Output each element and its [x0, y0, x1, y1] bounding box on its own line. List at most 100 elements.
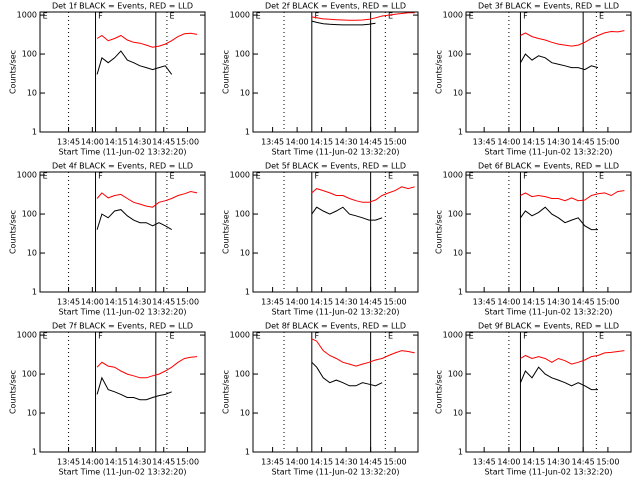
- x-tick-label: 14:15: [105, 298, 128, 307]
- x-tick-label: 14:00: [497, 298, 520, 307]
- x-axis-label: Start Time (11-Jun-02 13:32:20): [272, 308, 400, 317]
- panel: Det 9f BLACK = Events, RED = LLD Counts/s…: [435, 322, 632, 477]
- series-line: [96, 376, 172, 401]
- x-tick-label: 14:00: [286, 138, 309, 147]
- x-tick-label: 14:00: [81, 298, 104, 307]
- x-axis-label: Start Time (11-Jun-02 13:32:20): [485, 468, 613, 477]
- annotation: E: [469, 332, 474, 341]
- y-tick-label: 1000: [443, 331, 463, 340]
- y-tick-label: 10: [240, 249, 250, 258]
- x-tick-label: 13:45: [261, 298, 284, 307]
- x-axis-label: Start Time (11-Jun-02 13:32:20): [59, 148, 187, 157]
- plot-frame: [39, 11, 206, 133]
- x-tick-label: 13:45: [261, 458, 284, 467]
- x-tick-label: 14:15: [310, 138, 333, 147]
- y-axis-label: Counts/sec: [435, 210, 444, 254]
- y-tick-label: 10: [453, 249, 463, 258]
- x-tick-label: 14:15: [310, 458, 333, 467]
- x-axis-label: Start Time (11-Jun-02 13:32:20): [59, 468, 187, 477]
- x-tick-label: 14:15: [310, 298, 333, 307]
- plot-frame: [39, 171, 206, 293]
- series-line: [311, 186, 415, 203]
- x-tick-label: 14:45: [359, 458, 382, 467]
- y-tick-label: 10: [27, 409, 37, 418]
- x-tick-label: 14:45: [572, 298, 595, 307]
- series-line: [311, 12, 415, 21]
- x-tick-label: 15:00: [384, 298, 407, 307]
- series-line: [311, 206, 383, 221]
- plot-frame: [465, 331, 632, 453]
- series-line: [311, 20, 376, 26]
- y-tick-label: 10: [27, 89, 37, 98]
- y-tick-label: 1000: [443, 171, 463, 180]
- panel: Det 1f BLACK = Events, RED = LLD Counts/s…: [9, 2, 206, 157]
- annotation: F: [98, 172, 103, 181]
- y-axis-label: Counts/sec: [222, 50, 231, 94]
- annotation: E: [388, 172, 393, 181]
- x-axis-label: Start Time (11-Jun-02 13:32:20): [485, 308, 613, 317]
- x-tick-label: 14:45: [572, 458, 595, 467]
- x-tick-label: 14:45: [359, 138, 382, 147]
- panel-title: Det 5f BLACK = Events, RED = LLD: [265, 162, 406, 171]
- series-line: [96, 209, 172, 231]
- y-axis-label: Counts/sec: [9, 370, 18, 414]
- panel-title: Det 6f BLACK = Events, RED = LLD: [478, 162, 619, 171]
- panel: Det 4f BLACK = Events, RED = LLD Counts/s…: [9, 162, 206, 317]
- y-tick-label: 100: [22, 210, 37, 219]
- x-tick-label: 13:45: [261, 138, 284, 147]
- x-tick-label: 14:15: [522, 298, 545, 307]
- annotation: E: [599, 12, 604, 21]
- y-tick-label: 1: [458, 448, 463, 457]
- x-tick-label: 15:00: [384, 138, 407, 147]
- plot-frame: [39, 331, 206, 453]
- x-axis-label: Start Time (11-Jun-02 13:32:20): [272, 468, 400, 477]
- series-line: [520, 350, 625, 365]
- annotation: F: [314, 12, 319, 21]
- x-tick-label: 13:45: [57, 298, 80, 307]
- plot-frame: [252, 11, 419, 133]
- series-line: [311, 361, 383, 387]
- x-tick-label: 13:45: [473, 138, 496, 147]
- x-tick-label: 13:45: [57, 138, 80, 147]
- y-tick-label: 100: [235, 50, 250, 59]
- y-axis-label: Counts/sec: [435, 50, 444, 94]
- annotation: F: [98, 332, 103, 341]
- x-tick-label: 14:30: [128, 298, 151, 307]
- plot-frame: [252, 331, 419, 453]
- plot-frame: [465, 171, 632, 293]
- annotation: F: [314, 332, 319, 341]
- annotation: E: [469, 172, 474, 181]
- x-tick-label: 14:45: [152, 138, 175, 147]
- y-tick-label: 100: [448, 50, 463, 59]
- series-line: [96, 356, 198, 379]
- y-tick-label: 10: [27, 249, 37, 258]
- panel-title: Det 1f BLACK = Events, RED = LLD: [52, 2, 193, 11]
- x-tick-label: 15:00: [176, 298, 199, 307]
- y-tick-label: 1000: [17, 331, 37, 340]
- y-tick-label: 1000: [230, 171, 250, 180]
- annotation: E: [388, 12, 393, 21]
- panel-title: Det 7f BLACK = Events, RED = LLD: [52, 322, 193, 331]
- y-tick-label: 10: [453, 89, 463, 98]
- x-tick-label: 14:45: [152, 458, 175, 467]
- y-tick-label: 1: [245, 128, 250, 137]
- x-tick-label: 14:30: [128, 458, 151, 467]
- x-tick-label: 15:00: [384, 458, 407, 467]
- x-tick-label: 14:45: [152, 298, 175, 307]
- x-tick-label: 13:45: [473, 458, 496, 467]
- x-tick-label: 14:30: [547, 138, 570, 147]
- x-tick-label: 13:45: [57, 458, 80, 467]
- y-axis-label: Counts/sec: [222, 370, 231, 414]
- annotation: E: [43, 172, 48, 181]
- panel: Det 2f BLACK = Events, RED = LLD Counts/s…: [222, 2, 419, 157]
- panel-title: Det 3f BLACK = Events, RED = LLD: [478, 2, 619, 11]
- y-tick-label: 10: [453, 409, 463, 418]
- annotation: E: [388, 332, 393, 341]
- annotation: E: [43, 12, 48, 21]
- annotation: E: [170, 172, 175, 181]
- x-tick-label: 15:00: [176, 138, 199, 147]
- y-axis-label: Counts/sec: [9, 50, 18, 94]
- panel-title: Det 4f BLACK = Events, RED = LLD: [52, 162, 193, 171]
- y-tick-label: 100: [235, 370, 250, 379]
